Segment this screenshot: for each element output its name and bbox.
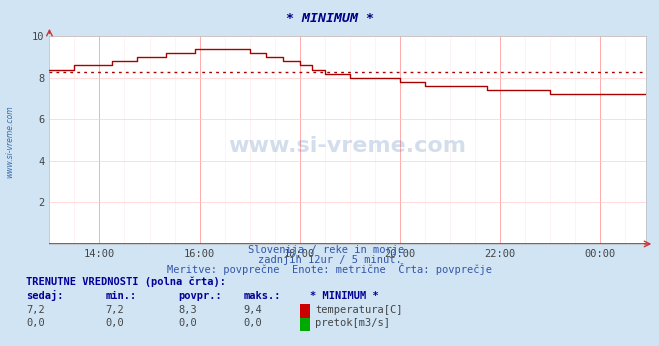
Text: sedaj:: sedaj: xyxy=(26,290,64,301)
Text: 0,0: 0,0 xyxy=(26,318,45,328)
Text: 7,2: 7,2 xyxy=(105,305,124,315)
Text: temperatura[C]: temperatura[C] xyxy=(315,305,403,315)
Text: 7,2: 7,2 xyxy=(26,305,45,315)
Text: pretok[m3/s]: pretok[m3/s] xyxy=(315,318,390,328)
Text: min.:: min.: xyxy=(105,291,136,301)
Text: 8,3: 8,3 xyxy=(178,305,196,315)
Text: maks.:: maks.: xyxy=(244,291,281,301)
Text: www.si-vreme.com: www.si-vreme.com xyxy=(229,136,467,156)
Text: Slovenija / reke in morje.: Slovenija / reke in morje. xyxy=(248,245,411,255)
Text: 0,0: 0,0 xyxy=(178,318,196,328)
Text: TRENUTNE VREDNOSTI (polna črta):: TRENUTNE VREDNOSTI (polna črta): xyxy=(26,277,226,288)
Text: 0,0: 0,0 xyxy=(244,318,262,328)
Text: www.si-vreme.com: www.si-vreme.com xyxy=(5,106,14,178)
Text: * MINIMUM *: * MINIMUM * xyxy=(310,291,378,301)
Text: 9,4: 9,4 xyxy=(244,305,262,315)
Text: povpr.:: povpr.: xyxy=(178,291,221,301)
Text: zadnjih 12ur / 5 minut.: zadnjih 12ur / 5 minut. xyxy=(258,255,401,265)
Text: * MINIMUM *: * MINIMUM * xyxy=(285,12,374,25)
Text: 0,0: 0,0 xyxy=(105,318,124,328)
Text: Meritve: povprečne  Enote: metrične  Črta: povprečje: Meritve: povprečne Enote: metrične Črta:… xyxy=(167,263,492,275)
